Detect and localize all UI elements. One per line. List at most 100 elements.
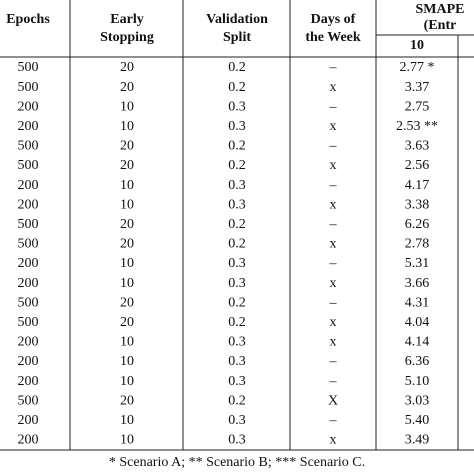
cell: 0.3 [228,335,246,350]
column-header: Split [223,30,251,45]
cell: 0.3 [228,374,246,389]
cell: 200 [18,178,39,193]
column-header: (Entr [424,18,457,33]
cell: 500 [18,217,39,232]
cell: 500 [18,158,39,173]
cell: 10 [120,276,134,291]
cell: 0.2 [228,139,246,154]
cell: x [330,315,337,330]
cell: x [330,80,337,95]
cell: 0.3 [228,413,246,428]
cell: 2.53 ** [396,119,438,134]
cell: 500 [18,80,39,95]
cell: 2.78 [405,237,430,252]
cell: 2.56 [405,158,430,173]
cell: 0.3 [228,119,246,134]
cell: x [330,158,337,173]
cell: 10 [120,413,134,428]
footnote: * Scenario A; ** Scenario B; *** Scenari… [109,455,365,470]
cell: – [329,99,338,114]
cell: x [330,197,337,212]
cell: 0.2 [228,217,246,232]
cell: – [329,139,338,154]
column-header: SMAPE [416,2,465,17]
cell: 10 [120,433,134,448]
cell: – [329,60,338,75]
cell: 0.3 [228,99,246,114]
cell: x [330,335,337,350]
cell: 5.31 [405,256,430,271]
cell: 500 [18,393,39,408]
cell: 5.10 [405,374,430,389]
column-header: Validation [206,12,268,27]
cell: 0.2 [228,80,246,95]
cell: 20 [120,60,134,75]
cell: x [330,119,337,134]
cell: 5.40 [405,413,430,428]
cell: 0.3 [228,178,246,193]
cell: 20 [120,295,134,310]
cell: 0.2 [228,295,246,310]
cell: x [330,433,337,448]
cell: 0.2 [228,393,246,408]
cell: 200 [18,119,39,134]
cell: 500 [18,315,39,330]
cell: 3.66 [405,276,430,291]
cell: 500 [18,295,39,310]
cell: – [329,178,338,193]
cell: 10 [120,178,134,193]
cell: 3.37 [405,80,430,95]
cell: 20 [120,237,134,252]
cell: x [330,276,337,291]
cell: 0.2 [228,60,246,75]
cell: 0.3 [228,256,246,271]
cell: X [328,393,338,408]
cell: 10 [120,354,134,369]
column-header: Early [110,12,143,27]
cell: 200 [18,354,39,369]
cell: 200 [18,374,39,389]
cell: 200 [18,276,39,291]
cell: 0.3 [228,354,246,369]
cell: 3.38 [405,197,430,212]
cell: 10 [120,99,134,114]
cell: 0.3 [228,276,246,291]
cell: 20 [120,315,134,330]
cell: 4.17 [405,178,430,193]
cell: 3.03 [405,393,430,408]
column-header: the Week [305,30,361,45]
cell: 200 [18,256,39,271]
cell: 4.04 [405,315,430,330]
cell: – [329,295,338,310]
cell: 20 [120,393,134,408]
cell: 200 [18,413,39,428]
cell: 0.3 [228,197,246,212]
cell: – [329,374,338,389]
cell: 2.75 [405,99,430,114]
cell: – [329,413,338,428]
cell: 10 [120,197,134,212]
cell: – [329,354,338,369]
cell: x [330,237,337,252]
cell: 0.3 [228,433,246,448]
cell: 200 [18,99,39,114]
cell: 4.14 [405,335,430,350]
cell: 2.77 * [400,60,435,75]
cell: 20 [120,217,134,232]
cell: 0.2 [228,237,246,252]
cell: 4.31 [405,295,430,310]
cell: 0.2 [228,315,246,330]
cell: 10 [120,119,134,134]
cell: – [329,256,338,271]
cell: 10 [120,256,134,271]
cell: 10 [120,374,134,389]
cell: 20 [120,139,134,154]
cell: 200 [18,335,39,350]
cell: 10 [120,335,134,350]
cell: 500 [18,60,39,75]
subheader: 10 [410,38,424,53]
cell: – [329,217,338,232]
cell: 6.26 [405,217,430,232]
